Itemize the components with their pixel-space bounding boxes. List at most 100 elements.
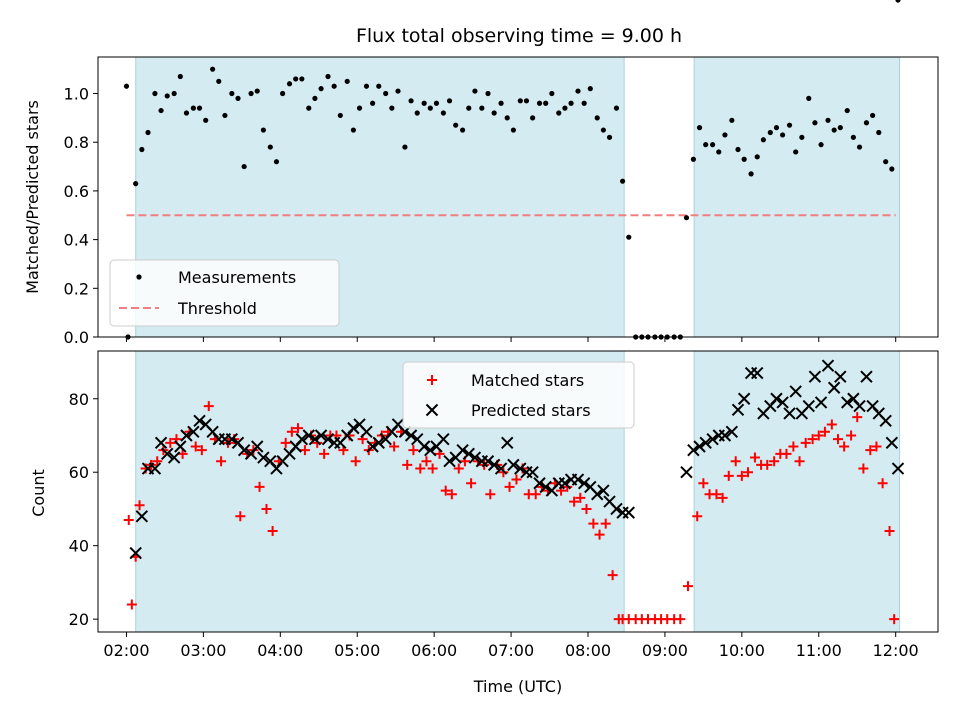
top-legend-box xyxy=(109,259,340,327)
predicted-point xyxy=(360,425,373,439)
measurement-point xyxy=(793,149,799,155)
measurement-point xyxy=(485,90,491,97)
measurement-point xyxy=(556,110,562,116)
predicted-point xyxy=(437,432,450,446)
measurement-point xyxy=(479,105,485,111)
predicted-point xyxy=(487,458,501,472)
measurement-point xyxy=(895,0,901,3)
matched-point xyxy=(788,441,799,452)
predicted-point xyxy=(693,440,706,453)
matched-point xyxy=(833,434,843,445)
top-observing-window-1 xyxy=(693,56,901,338)
matched-point xyxy=(889,614,900,625)
predicted-point xyxy=(610,502,623,516)
predicted-point xyxy=(443,454,456,468)
measurement-point xyxy=(889,166,895,172)
measurement-point xyxy=(286,81,293,87)
measurement-point xyxy=(133,181,139,187)
predicted-point xyxy=(860,370,873,383)
predicted-point xyxy=(180,429,193,442)
measurement-point xyxy=(389,105,395,111)
predicted-point xyxy=(193,414,206,427)
matched-point xyxy=(485,489,496,500)
matched-point xyxy=(800,437,811,448)
predicted-point xyxy=(257,451,270,464)
predicted-point xyxy=(891,462,905,475)
matched-point xyxy=(530,489,541,500)
measurement-point xyxy=(703,142,709,148)
bottom-y-tick-label-1: 40 xyxy=(69,537,89,556)
measurement-point xyxy=(312,95,318,101)
predicted-point xyxy=(417,440,431,453)
predicted-point xyxy=(404,429,418,442)
matched-point xyxy=(319,448,330,459)
x-axis-label: Time (UTC) xyxy=(473,677,562,696)
measurement-point xyxy=(196,105,203,111)
measurement-point xyxy=(260,127,266,133)
measurement-point xyxy=(530,115,536,121)
measurement-point xyxy=(229,90,235,97)
measurement-point xyxy=(600,127,606,133)
matched-point xyxy=(216,456,227,467)
bottom-frame xyxy=(97,350,939,633)
predicted-point xyxy=(456,443,469,457)
measurement-point xyxy=(562,105,568,111)
matched-point xyxy=(466,478,477,489)
matched-point xyxy=(858,463,869,474)
measurement-point xyxy=(549,90,555,97)
matched-point xyxy=(819,426,830,437)
matched-point xyxy=(675,614,686,625)
matched-point xyxy=(293,423,303,434)
predicted-point xyxy=(783,407,796,420)
predicted-point xyxy=(597,484,610,497)
bottom-y-tick-label-2: 60 xyxy=(69,463,89,482)
predicted-point xyxy=(174,440,187,453)
measurement-point xyxy=(806,95,812,101)
measurement-point xyxy=(825,117,831,123)
predicted-point xyxy=(462,447,475,461)
predicted-point xyxy=(841,396,854,409)
measurement-point xyxy=(139,146,145,153)
top-frame xyxy=(97,56,939,338)
measurement-point xyxy=(235,95,241,101)
measurement-point xyxy=(158,107,164,114)
measurement-point xyxy=(152,90,158,97)
matched-point xyxy=(575,492,586,503)
matched-point xyxy=(280,437,291,448)
top-y-tick-label-5: 1.0 xyxy=(64,85,89,104)
matched-point xyxy=(440,485,451,496)
measurement-point xyxy=(536,100,543,106)
measurement-point xyxy=(620,178,626,184)
predicted-point xyxy=(622,506,635,519)
predicted-point xyxy=(577,477,591,490)
measurement-point xyxy=(760,137,766,143)
measurement-point xyxy=(402,144,408,150)
predicted-point xyxy=(148,462,162,475)
predicted-point xyxy=(591,488,604,501)
matched-point xyxy=(389,441,400,452)
predicted-point xyxy=(161,447,174,461)
measurement-point xyxy=(267,144,273,150)
measurement-point xyxy=(241,163,247,170)
predicted-point xyxy=(731,403,745,416)
matched-point xyxy=(877,478,888,489)
predicted-point xyxy=(251,440,264,453)
matched-point xyxy=(254,481,265,492)
measurement-point xyxy=(568,100,574,106)
measurement-point xyxy=(594,115,600,121)
measurement-point xyxy=(517,98,523,104)
matched-point xyxy=(698,478,709,489)
measurement-point xyxy=(780,132,786,138)
matched-point xyxy=(402,459,413,470)
measurement-point xyxy=(472,88,478,94)
predicted-point xyxy=(526,466,539,479)
predicted-point xyxy=(751,366,764,380)
measurement-point xyxy=(183,110,190,116)
matched-point xyxy=(871,441,882,452)
matched-point xyxy=(723,470,734,481)
measurement-point xyxy=(587,86,593,92)
measurement-point xyxy=(626,234,632,240)
bottom-y-tick-label-0: 20 xyxy=(69,610,89,629)
measurement-point xyxy=(190,105,196,111)
